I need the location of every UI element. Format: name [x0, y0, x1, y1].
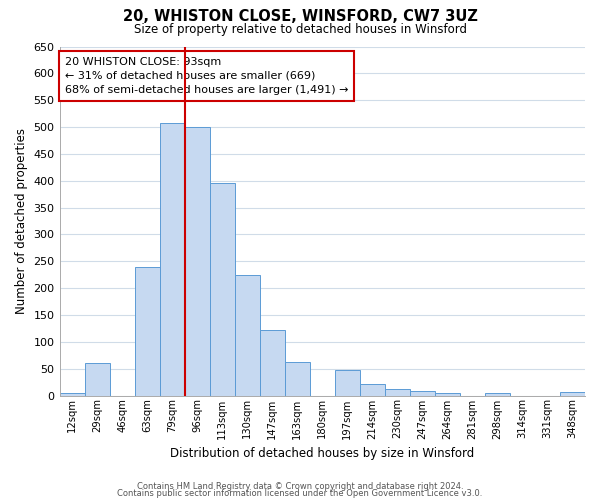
- Y-axis label: Number of detached properties: Number of detached properties: [15, 128, 28, 314]
- Bar: [85, 364, 110, 396]
- Bar: [435, 393, 460, 396]
- Bar: [134, 266, 160, 396]
- Bar: [560, 392, 585, 396]
- Bar: [59, 393, 85, 396]
- Bar: [235, 274, 260, 396]
- Text: 20 WHISTON CLOSE: 93sqm
← 31% of detached houses are smaller (669)
68% of semi-d: 20 WHISTON CLOSE: 93sqm ← 31% of detache…: [65, 57, 348, 95]
- X-axis label: Distribution of detached houses by size in Winsford: Distribution of detached houses by size …: [170, 447, 475, 460]
- Bar: [410, 391, 435, 396]
- Bar: [185, 127, 209, 396]
- Bar: [160, 124, 185, 396]
- Text: Contains HM Land Registry data © Crown copyright and database right 2024.: Contains HM Land Registry data © Crown c…: [137, 482, 463, 491]
- Bar: [285, 362, 310, 396]
- Bar: [485, 393, 510, 396]
- Bar: [209, 184, 235, 396]
- Text: Contains public sector information licensed under the Open Government Licence v3: Contains public sector information licen…: [118, 490, 482, 498]
- Text: Size of property relative to detached houses in Winsford: Size of property relative to detached ho…: [133, 22, 467, 36]
- Bar: [260, 330, 285, 396]
- Bar: [360, 384, 385, 396]
- Bar: [335, 370, 360, 396]
- Bar: [385, 389, 410, 396]
- Text: 20, WHISTON CLOSE, WINSFORD, CW7 3UZ: 20, WHISTON CLOSE, WINSFORD, CW7 3UZ: [122, 9, 478, 24]
